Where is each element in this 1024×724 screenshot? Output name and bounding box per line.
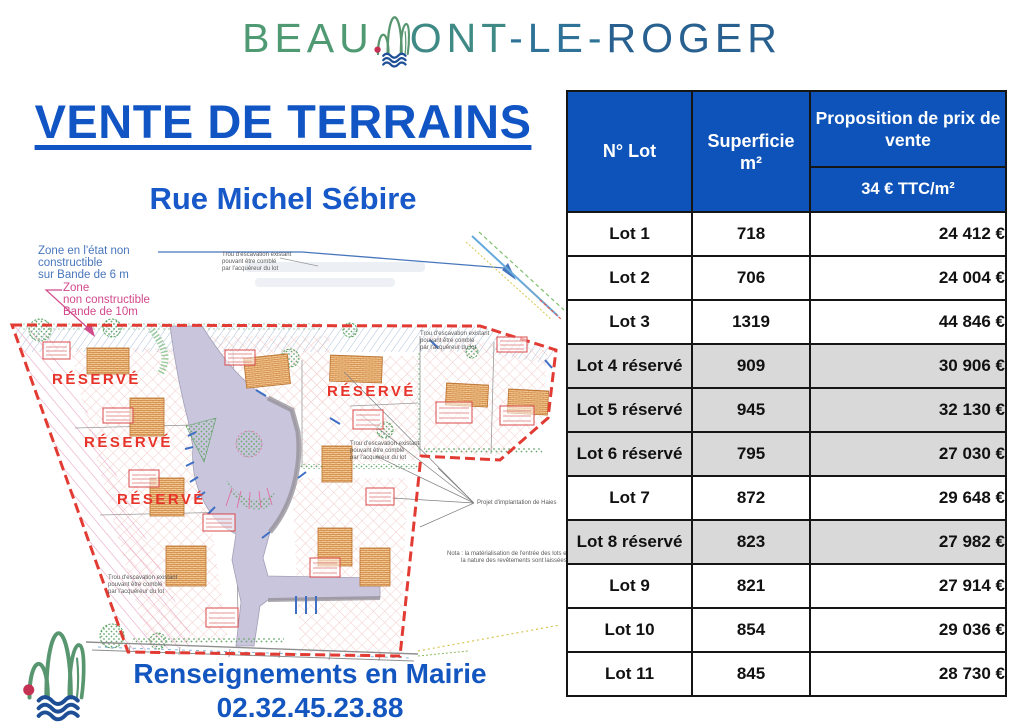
town-wordmark: BEAU ONT-LE-ROGER — [0, 12, 1024, 68]
hedge-strips — [132, 352, 542, 643]
table-row: Lot 9 821 27 914 € — [566, 563, 1007, 609]
table-row: Lot 7 872 29 648 € — [566, 475, 1007, 521]
superficie-cell: 945 — [691, 387, 811, 433]
annotation-excavation: Trou d'escavation existant pouvant être c… — [108, 575, 178, 595]
table-row: Lot 4 réservé 909 30 906 € — [566, 343, 1007, 389]
annotation-excavation: Trou d'escavation existant pouvant être c… — [350, 441, 420, 461]
annotation-nota: Nota : la matérialisation de l'entrée de… — [447, 551, 587, 564]
lot-cell: Lot 2 — [566, 255, 693, 301]
reserved-stamp: RÉSERVÉ — [327, 383, 416, 400]
table-row: Lot 1 718 24 412 € — [566, 211, 1007, 257]
ghost-text — [245, 262, 425, 272]
reserved-stamp: RÉSERVÉ — [84, 434, 173, 451]
price-cell: 44 846 € — [809, 299, 1007, 345]
superficie-cell: 854 — [691, 607, 811, 653]
hedge-leader-fan — [343, 371, 475, 528]
guardrail-ticks — [184, 339, 553, 614]
road-curb — [266, 395, 302, 534]
superficie-cell: 909 — [691, 343, 811, 389]
table-row: Lot 5 réservé 945 32 130 € — [566, 387, 1007, 433]
green-path — [149, 327, 169, 376]
table-row: Lot 11 845 28 730 € — [566, 651, 1007, 697]
header-lot: N° Lot — [566, 90, 693, 213]
table-row: Lot 10 854 29 036 € — [566, 607, 1007, 653]
planned-buildings — [86, 347, 550, 587]
annotation-excavation: Trou d'escavation existant pouvant être c… — [420, 331, 490, 351]
table-row: Lot 2 706 24 004 € — [566, 255, 1007, 301]
reserved-stamp: RÉSERVÉ — [117, 491, 206, 508]
lots-price-table: N° Lot Superficie m² Proposition de prix… — [566, 90, 1007, 697]
green-crescent — [226, 478, 276, 510]
lot-cell: Lot 1 — [566, 211, 693, 257]
header-rate: 34 € TTC/m² — [809, 166, 1007, 213]
lot-cell: Lot 7 — [566, 475, 693, 521]
price-cell: 27 914 € — [809, 563, 1007, 609]
annotation-zone-10m: Zone non constructible Bande de 10m — [63, 282, 150, 318]
price-cell: 24 004 € — [809, 255, 1007, 301]
price-cell: 29 648 € — [809, 475, 1007, 521]
price-cell: 30 906 € — [809, 343, 1007, 389]
parking-marks — [225, 487, 273, 510]
price-cell: 24 412 € — [809, 211, 1007, 257]
lot-cell: Lot 9 — [566, 563, 693, 609]
price-cell: 32 130 € — [809, 387, 1007, 433]
reserved-stamp: RÉSERVÉ — [52, 371, 141, 388]
street-subtitle: Rue Michel Sébire — [149, 181, 417, 216]
leader-arrow-10m — [84, 323, 95, 337]
table-row: Lot 6 réservé 795 27 030 € — [566, 431, 1007, 477]
leader-line-6m — [158, 251, 505, 269]
superficie-cell: 845 — [691, 651, 811, 697]
leader-trou — [279, 257, 319, 267]
superficie-cell: 823 — [691, 519, 811, 565]
superficie-cell: 872 — [691, 475, 811, 521]
price-cell: 28 730 € — [809, 651, 1007, 697]
roundabout — [235, 430, 263, 458]
lot-cell: Lot 3 — [566, 299, 693, 345]
ghost-text — [255, 278, 395, 287]
lot-table-body: Lot 1 718 24 412 € Lot 2 706 24 004 € Lot 3 131… — [566, 211, 1007, 697]
annotation-zone-6m: Zone en l'état non constructible sur Bande… — [38, 245, 130, 281]
site-plan-map — [9, 231, 565, 662]
header-superficie: Superficie m² — [691, 90, 811, 213]
contact-phone: 02.32.45.23.88 — [216, 692, 404, 723]
superficie-cell: 821 — [691, 563, 811, 609]
lot-cell: Lot 6 réservé — [566, 431, 693, 477]
site-boundary — [9, 323, 558, 658]
lot-cell: Lot 4 réservé — [566, 343, 693, 389]
price-cell: 27 982 € — [809, 519, 1007, 565]
lot-cell: Lot 11 — [566, 651, 693, 697]
contact-info: Renseignements en Mairie — [133, 658, 487, 689]
diagonal-road — [465, 231, 565, 321]
lot-label-boxes — [42, 336, 535, 628]
page-title: VENTE DE TERRAINS — [34, 95, 532, 148]
price-cell: 27 030 € — [809, 431, 1007, 477]
superficie-cell: 1319 — [691, 299, 811, 345]
road-curb — [267, 596, 381, 602]
table-row: Lot 8 réservé 823 27 982 € — [566, 519, 1007, 565]
superficie-cell: 706 — [691, 255, 811, 301]
header-proposition: Proposition de prix de vente — [809, 90, 1007, 168]
annotation-excavation: Trou d'escavation existant pouvant être c… — [222, 252, 292, 272]
price-cell: 29 036 € — [809, 607, 1007, 653]
town-logo-icon — [372, 12, 412, 68]
lot-cell: Lot 10 — [566, 607, 693, 653]
green-wedge — [185, 417, 217, 463]
lot-cell: Lot 5 réservé — [566, 387, 693, 433]
superficie-cell: 718 — [691, 211, 811, 257]
table-row: Lot 3 1319 44 846 € — [566, 299, 1007, 345]
wordmark-text: BEAU — [242, 15, 374, 61]
annotation-hedges: Projet d'implantation de Haies — [477, 500, 557, 506]
lot-cell: Lot 8 réservé — [566, 519, 693, 565]
leader-line-10m — [44, 289, 91, 331]
superficie-cell: 795 — [691, 431, 811, 477]
